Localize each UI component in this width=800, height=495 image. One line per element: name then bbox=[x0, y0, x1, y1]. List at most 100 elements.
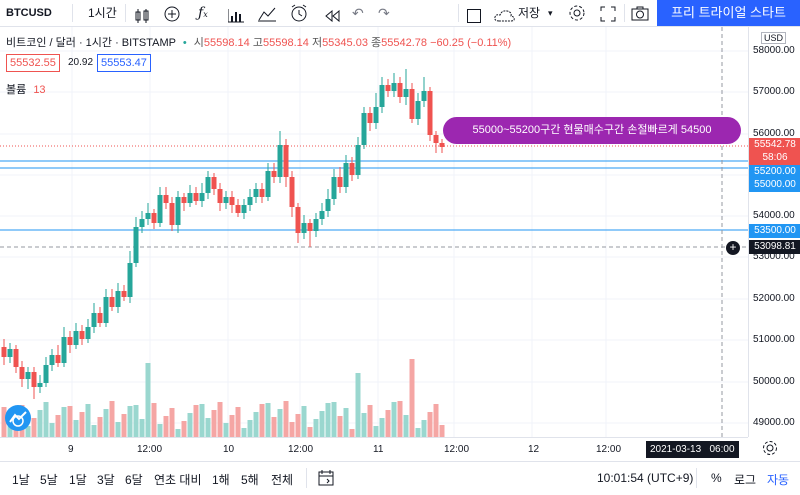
bottom-divider bbox=[696, 468, 697, 488]
candle-body bbox=[439, 143, 445, 147]
volume-bar bbox=[187, 413, 193, 437]
candle-body bbox=[427, 91, 433, 135]
candle-body bbox=[37, 383, 43, 387]
chart-settings-gear-icon[interactable] bbox=[762, 440, 778, 461]
redo-icon[interactable]: ↷ bbox=[378, 5, 390, 21]
range-1d-button[interactable]: 1날 bbox=[12, 473, 30, 487]
free-trial-button[interactable]: 프리 트라이얼 스타트 bbox=[657, 0, 800, 26]
fullscreen-icon[interactable] bbox=[600, 5, 616, 22]
compare-icon[interactable] bbox=[258, 5, 276, 22]
crosshair-price-tag: 53098.81 bbox=[749, 240, 800, 254]
volume-bar bbox=[37, 410, 43, 437]
candle-body bbox=[433, 135, 439, 143]
candle-body bbox=[361, 113, 367, 145]
hline-label-55000: 55000.00 bbox=[749, 178, 800, 192]
volume-bar bbox=[121, 414, 127, 437]
range-3m-button[interactable]: 3달 bbox=[97, 473, 115, 487]
volume-bar bbox=[241, 428, 247, 437]
replay-icon[interactable] bbox=[324, 6, 340, 23]
volume-bar bbox=[67, 406, 73, 437]
range-5d-button[interactable]: 5날 bbox=[40, 473, 58, 487]
alert-clock-icon[interactable] bbox=[290, 4, 308, 22]
range-all-button[interactable]: 전체 bbox=[271, 473, 294, 487]
ask-price-box[interactable]: 55553.47 bbox=[97, 54, 151, 72]
volume-bar bbox=[361, 413, 367, 437]
settings-gear-icon[interactable] bbox=[568, 4, 586, 22]
clock-timezone[interactable]: 10:01:54 (UTC+9) bbox=[597, 471, 694, 485]
volume-bar bbox=[193, 405, 199, 437]
candle-body bbox=[415, 101, 421, 119]
volume-bar bbox=[127, 406, 133, 437]
range-1y-button[interactable]: 1해 bbox=[212, 473, 230, 487]
range-5y-button[interactable]: 5해 bbox=[241, 473, 259, 487]
add-indicator-icon[interactable] bbox=[164, 5, 180, 22]
percent-scale-toggle[interactable]: % bbox=[711, 471, 722, 485]
price-tick-label: 49000.00 bbox=[753, 417, 795, 428]
candle-body bbox=[259, 189, 265, 197]
save-dropdown-chevron-icon[interactable]: ▾ bbox=[548, 8, 553, 18]
legend-low-label: 저 bbox=[311, 37, 323, 49]
chart-pane[interactable] bbox=[0, 27, 748, 437]
save-button[interactable]: 저장 bbox=[518, 6, 541, 20]
volume-bar bbox=[181, 421, 187, 437]
volume-bar bbox=[265, 403, 271, 437]
interval-selector[interactable]: 1시간 bbox=[88, 6, 117, 20]
legend-dot: • bbox=[182, 37, 187, 49]
volume-bar bbox=[313, 419, 319, 437]
camera-snapshot-icon[interactable] bbox=[631, 5, 649, 21]
function-icon[interactable]: ƒx bbox=[198, 5, 208, 21]
time-axis[interactable]: 9 12:00 10 12:00 11 12:00 12 12:00 2021-… bbox=[0, 437, 748, 462]
range-ytd-button[interactable]: 연초 대비 bbox=[154, 473, 202, 487]
candle-body bbox=[295, 207, 301, 233]
bid-price-box[interactable]: 55532.55 bbox=[6, 54, 60, 72]
candle-body bbox=[61, 337, 67, 363]
price-axis[interactable]: 58000.00 57000.00 56000.00 55000.00 54000.00… bbox=[748, 27, 800, 437]
current-price-tag: 55542.78 bbox=[749, 138, 800, 152]
candle-body bbox=[127, 263, 133, 297]
price-chart[interactable] bbox=[0, 27, 748, 437]
goto-date-icon[interactable] bbox=[318, 470, 334, 491]
bottom-toolbar: 1날 5날 1달 3달 6달 연초 대비 1해 5해 전체 10:01:54 (… bbox=[0, 461, 800, 495]
cloud-icon[interactable] bbox=[494, 6, 516, 22]
bar-chart-icon[interactable] bbox=[227, 6, 244, 23]
undo-icon[interactable]: ↶ bbox=[352, 5, 364, 21]
candle-body bbox=[319, 211, 325, 219]
symbol-search[interactable]: BTCUSD bbox=[6, 7, 52, 19]
candle-body bbox=[1, 347, 7, 357]
candle-body bbox=[139, 219, 145, 227]
time-label: 12 bbox=[528, 444, 540, 455]
auto-scale-toggle[interactable]: 자동 bbox=[767, 473, 790, 487]
candle-body bbox=[397, 83, 403, 97]
volume-bar bbox=[31, 418, 37, 437]
bottom-divider bbox=[306, 468, 307, 488]
layout-icon[interactable] bbox=[467, 6, 481, 23]
volume-bar bbox=[283, 401, 289, 437]
volume-bar bbox=[259, 404, 265, 437]
candle-body bbox=[187, 193, 193, 203]
candle-body bbox=[265, 171, 271, 197]
volume-bar bbox=[379, 418, 385, 437]
candle-body bbox=[163, 195, 169, 203]
volume-bar bbox=[217, 402, 223, 437]
volume-bar bbox=[157, 424, 163, 437]
legend-change: −60.25 (−0.11%) bbox=[430, 37, 512, 49]
range-6m-button[interactable]: 6달 bbox=[125, 473, 143, 487]
range-1m-button[interactable]: 1달 bbox=[69, 473, 87, 487]
log-scale-toggle[interactable]: 로그 bbox=[734, 473, 757, 487]
volume-bar bbox=[331, 402, 337, 437]
volume-bar bbox=[223, 423, 229, 437]
volume-bar bbox=[271, 417, 277, 437]
candle-body bbox=[355, 145, 361, 175]
price-tick-label: 56000.00 bbox=[753, 128, 795, 139]
legend-close: 55542.78 bbox=[381, 37, 428, 49]
legend-title[interactable]: 비트코인 / 달러 · 1시간 · BITSTAMP bbox=[6, 37, 176, 49]
candle-style-icon[interactable] bbox=[134, 6, 150, 23]
candle-body bbox=[253, 189, 259, 197]
volume-bar bbox=[97, 417, 103, 437]
currency-label[interactable]: USD bbox=[761, 32, 787, 44]
tradingview-logo-icon[interactable] bbox=[5, 405, 31, 431]
hline-label-55200: 55200.00 bbox=[749, 165, 800, 179]
crosshair-plus-icon[interactable]: + bbox=[726, 241, 740, 255]
strategy-annotation-callout[interactable]: 55000~55200구간 현물매수구간 손절빠르게 54500 bbox=[443, 117, 741, 144]
volume-bar bbox=[79, 412, 85, 437]
